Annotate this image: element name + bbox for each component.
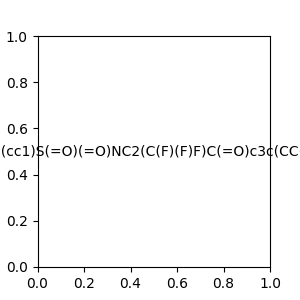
Text: Nc1ccc(cc1)S(=O)(=O)NC2(C(F)(F)F)C(=O)c3c(CC(CC3=O: Nc1ccc(cc1)S(=O)(=O)NC2(C(F)(F)F)C(=O)c3… [0, 145, 300, 158]
